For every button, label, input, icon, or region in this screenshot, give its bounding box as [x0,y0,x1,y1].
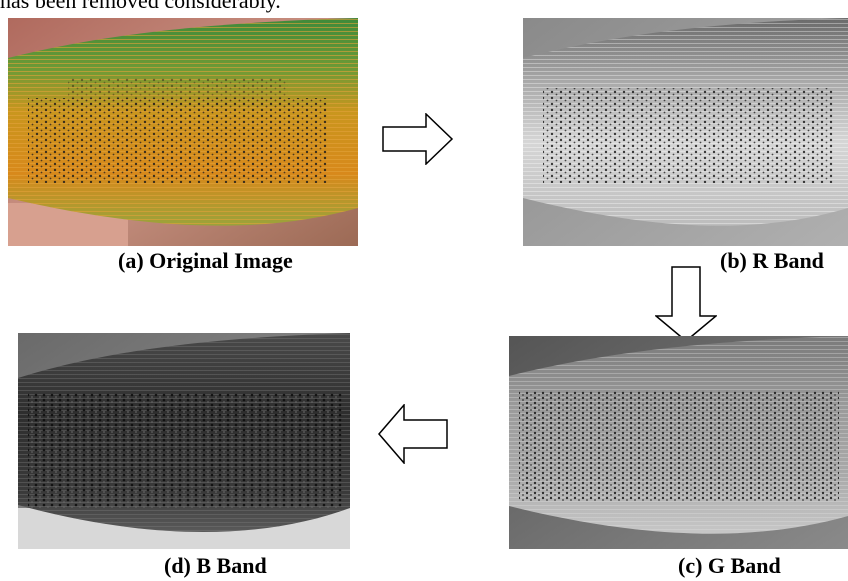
arrow-left-icon [378,402,448,466]
panel-g-band [509,336,848,549]
panel-r-band [523,18,848,246]
original-image-graphic [8,18,358,246]
arrow-down-icon [653,266,719,342]
g-band-graphic [509,336,848,549]
caption-original-image: (a) Original Image [118,248,293,273]
caption-r-band: (b) R Band [720,248,824,273]
r-band-graphic [523,18,848,246]
top-text-fragment: has been removed considerably. [0,0,281,13]
panel-b-band [18,333,350,549]
caption-g-band: (c) G Band [678,553,781,578]
b-band-graphic [18,333,350,549]
panel-original-image [8,18,358,246]
caption-b-band: (d) B Band [164,553,267,578]
arrow-right-icon [382,112,454,166]
